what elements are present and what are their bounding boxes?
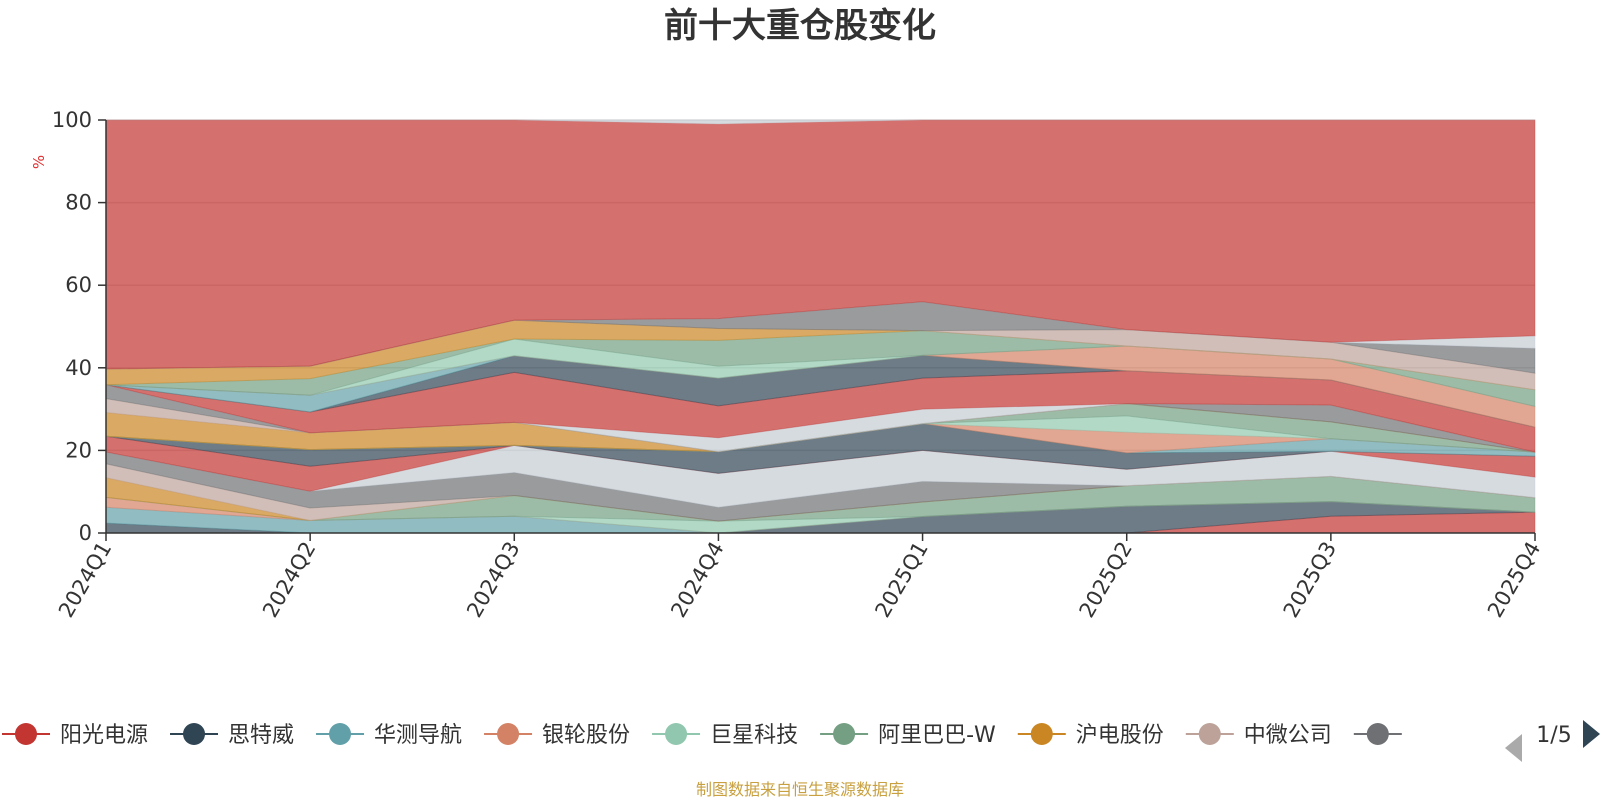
data-source-note: 制图数据来自恒生聚源数据库 xyxy=(696,780,904,799)
legend-label: 银轮股份 xyxy=(542,723,630,748)
y-axis-unit-label: % xyxy=(30,155,48,169)
area-series-5 xyxy=(105,475,1536,522)
legend-marker xyxy=(1030,723,1053,745)
legend-prev-page-arrow-icon[interactable] xyxy=(1505,734,1522,762)
x-tick-label-2024Q3: 2024Q3 xyxy=(462,538,524,622)
legend-label: 阳光电源 xyxy=(60,723,148,748)
y-tick-label-60: 60 xyxy=(65,273,92,297)
x-tick-label-2024Q1: 2024Q1 xyxy=(54,538,116,622)
x-tick-label-2025Q2: 2025Q2 xyxy=(1075,538,1137,622)
y-tick-label-40: 40 xyxy=(65,356,92,380)
x-tick-label-2025Q3: 2025Q3 xyxy=(1279,538,1341,622)
legend-item-1[interactable]: 思特威 xyxy=(170,723,294,748)
chart-title: 前十大重仓股变化 xyxy=(664,6,936,46)
y-tick-label-20: 20 xyxy=(65,438,92,462)
legend-label: 阿里巴巴-W xyxy=(878,723,996,748)
legend-item-8[interactable] xyxy=(1353,723,1402,745)
area-series-16 xyxy=(105,403,1536,453)
y-tick-label-0: 0 xyxy=(79,521,92,545)
legend-marker xyxy=(833,723,856,745)
area-series-10 xyxy=(105,435,1536,492)
legend-next-page-arrow-icon[interactable] xyxy=(1583,720,1600,748)
area-series-26 xyxy=(105,319,1536,391)
x-tick-label-2024Q4: 2024Q4 xyxy=(666,538,728,622)
legend-item-0[interactable]: 阳光电源 xyxy=(2,723,148,748)
legend-marker xyxy=(497,723,520,745)
area-series-27 xyxy=(105,319,1536,391)
legend-label: 沪电股份 xyxy=(1076,723,1164,748)
area-series-9 xyxy=(105,444,1536,508)
y-tick-label-100: 100 xyxy=(52,108,92,132)
area-series-17 xyxy=(105,398,1536,453)
area-series-18 xyxy=(105,384,1536,453)
area-series-31 xyxy=(106,119,1535,125)
x-tick-label-2025Q1: 2025Q1 xyxy=(870,538,932,622)
area-series-25 xyxy=(105,330,1536,408)
legend-item-6[interactable]: 沪电股份 xyxy=(1017,723,1164,748)
legend-item-5[interactable]: 阿里巴巴-W xyxy=(820,723,996,748)
legend-marker xyxy=(329,723,352,745)
legend-label: 思特威 xyxy=(228,723,294,748)
legend-marker xyxy=(1366,723,1389,745)
legend-marker xyxy=(183,723,206,745)
legend-label: 中微公司 xyxy=(1244,723,1332,748)
area-series-12 xyxy=(105,423,1536,457)
area-series-group xyxy=(105,119,1536,534)
legend-label: 巨星科技 xyxy=(710,723,798,748)
legend-item-4[interactable]: 巨星科技 xyxy=(652,723,798,748)
area-series-20 xyxy=(105,370,1536,453)
legend-marker xyxy=(665,723,688,745)
legend-item-2[interactable]: 华测导航 xyxy=(316,723,462,748)
legend-page-indicator: 1/5 xyxy=(1536,723,1571,748)
y-tick-label-80: 80 xyxy=(65,191,92,215)
x-tick-label-2025Q4: 2025Q4 xyxy=(1483,538,1545,622)
legend-marker xyxy=(15,723,37,745)
legend[interactable]: 阳光电源 思特威 华测导航 银轮股份 巨星科技 阿里巴巴-W 沪电股份 中微公司 1/5 xyxy=(2,720,1600,762)
legend-item-3[interactable]: 银轮股份 xyxy=(484,723,630,748)
x-tick-label-2024Q2: 2024Q2 xyxy=(258,538,320,622)
legend-label: 华测导航 xyxy=(374,723,462,748)
legend-item-7[interactable]: 中微公司 xyxy=(1185,723,1332,748)
legend-marker xyxy=(1198,723,1221,745)
